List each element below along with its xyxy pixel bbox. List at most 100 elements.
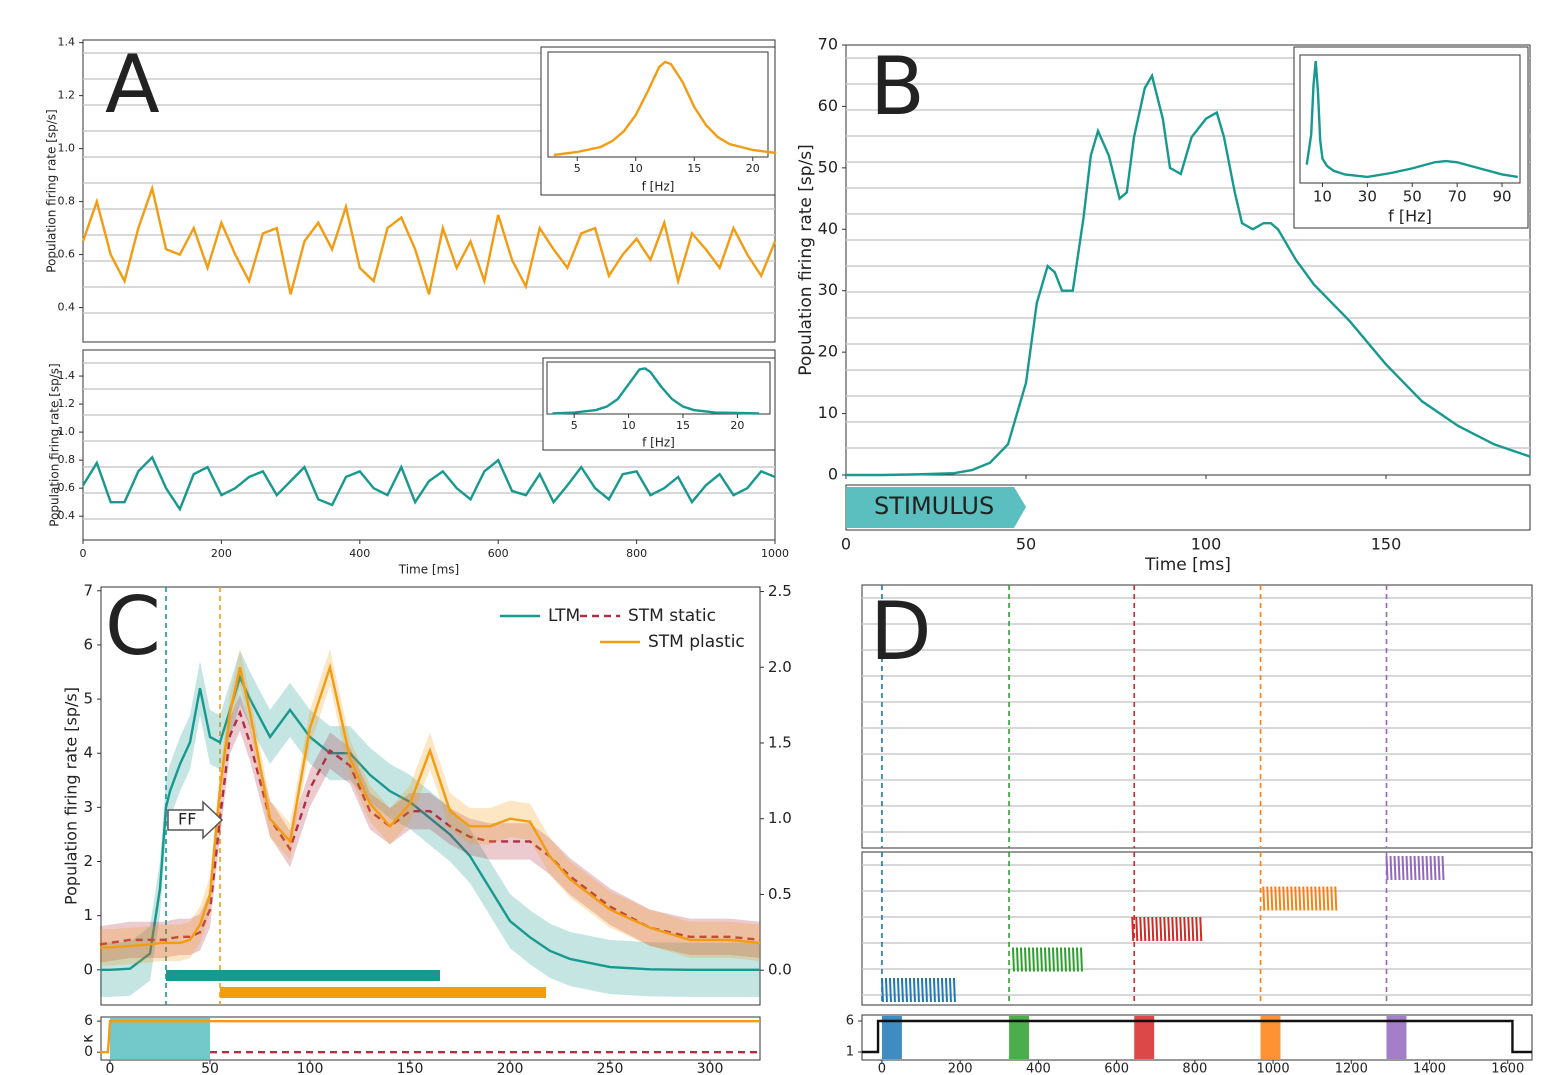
spike-tick bbox=[912, 977, 916, 1003]
x-axis-label: f [Hz] bbox=[1388, 207, 1432, 226]
spike-tick bbox=[1071, 947, 1075, 972]
spike-tick bbox=[940, 977, 944, 1003]
x-tick-label: 300 bbox=[697, 1061, 724, 1075]
y-axis-label: Population firing rate [sp/s] bbox=[796, 144, 816, 376]
y-tick-label: 40 bbox=[818, 219, 838, 238]
y-tick-label: 1.0 bbox=[58, 425, 76, 438]
y-axis-label: Population firing rate [sp/s] bbox=[45, 109, 59, 272]
y-tick-label: 1 bbox=[83, 906, 93, 924]
spike-tick bbox=[908, 977, 912, 1003]
spike-tick bbox=[1397, 855, 1401, 881]
spike-tick bbox=[944, 977, 948, 1003]
x-tick-label: 15 bbox=[676, 419, 690, 432]
spike-tick bbox=[1437, 855, 1441, 881]
response-bar bbox=[166, 970, 440, 981]
y2-tick-label: 0.0 bbox=[768, 961, 792, 979]
y-tick-label: 1.2 bbox=[58, 89, 76, 102]
annotation: FF bbox=[178, 810, 196, 829]
spike-cluster bbox=[1131, 916, 1203, 942]
spike-tick bbox=[1035, 947, 1039, 972]
x-tick-label: 100 bbox=[297, 1061, 324, 1075]
plot-frame bbox=[1299, 54, 1521, 184]
spike-tick bbox=[1131, 916, 1135, 942]
y-tick-label: 2 bbox=[83, 852, 93, 870]
x-tick-label: 20 bbox=[730, 419, 744, 432]
spread-band bbox=[100, 649, 760, 966]
legend-label: STM plastic bbox=[648, 632, 745, 652]
spike-tick bbox=[1429, 855, 1433, 881]
spike-tick bbox=[1322, 886, 1326, 911]
spike-tick bbox=[1266, 886, 1270, 911]
y-tick-label: 70 bbox=[818, 35, 838, 54]
y2-tick-label: 1.5 bbox=[768, 733, 792, 751]
x-tick-label: 50 bbox=[1016, 535, 1036, 554]
spike-tick bbox=[932, 977, 936, 1003]
y-tick-label: 0 bbox=[84, 1044, 93, 1060]
y-tick-label: 50 bbox=[818, 157, 838, 176]
spike-cluster bbox=[1385, 855, 1445, 881]
spike-tick bbox=[1433, 855, 1437, 881]
spike-tick bbox=[1421, 855, 1425, 881]
x-tick-label: 0 bbox=[878, 1062, 886, 1075]
y-tick-label: 0.8 bbox=[58, 453, 76, 466]
ff-arrow bbox=[167, 800, 224, 840]
y-tick-label: 1.4 bbox=[58, 369, 76, 382]
series-line bbox=[81, 455, 776, 512]
spike-tick bbox=[1290, 886, 1294, 911]
spike-tick bbox=[1139, 916, 1143, 942]
x-tick-label: 1000 bbox=[1257, 1062, 1290, 1075]
spike-tick bbox=[1425, 855, 1429, 881]
panel-letter: B bbox=[870, 40, 925, 133]
y-tick-label: 7 bbox=[83, 581, 93, 599]
spike-tick bbox=[952, 977, 956, 1003]
y-tick-label: 0 bbox=[83, 960, 93, 978]
x-tick-label: 1200 bbox=[1335, 1062, 1368, 1075]
spike-tick bbox=[1151, 916, 1155, 942]
y-axis-label: Population firing rate [sp/s] bbox=[48, 363, 62, 526]
y-tick-label: 4 bbox=[83, 744, 93, 762]
spike-tick bbox=[1055, 947, 1059, 972]
x-tick-label: 100 bbox=[1191, 535, 1222, 554]
spike-tick bbox=[1027, 947, 1031, 972]
spike-tick bbox=[1195, 916, 1199, 942]
spike-tick bbox=[1385, 855, 1389, 881]
series-line bbox=[81, 184, 777, 295]
spike-tick bbox=[900, 977, 904, 1003]
spike-tick bbox=[880, 977, 884, 1003]
spike-tick bbox=[1393, 855, 1397, 881]
x-tick-label: 600 bbox=[1104, 1062, 1129, 1075]
spike-tick bbox=[920, 977, 924, 1003]
x-tick-label: 5 bbox=[574, 162, 581, 175]
spike-tick bbox=[1043, 947, 1047, 972]
spike-tick bbox=[1401, 855, 1405, 881]
x-tick-label: 800 bbox=[626, 547, 647, 560]
panel-letter: C bbox=[105, 580, 161, 673]
y-tick-label: 6 bbox=[846, 1014, 854, 1029]
y-tick-label: 0 bbox=[828, 465, 838, 484]
y2-tick-label: 1.0 bbox=[768, 809, 792, 827]
series-line bbox=[99, 709, 761, 946]
x-axis-label: f [Hz] bbox=[642, 180, 675, 194]
spike-tick bbox=[1334, 886, 1338, 911]
y-tick-label: 0.4 bbox=[58, 509, 76, 522]
x-tick-label: 90 bbox=[1492, 188, 1511, 206]
panel-letter: A bbox=[105, 38, 160, 131]
spike-tick bbox=[1282, 886, 1286, 911]
panel-letter: D bbox=[870, 585, 932, 678]
spike-cluster bbox=[880, 977, 956, 1003]
y-tick-label: 20 bbox=[818, 342, 838, 361]
spike-tick bbox=[1278, 886, 1282, 911]
spike-tick bbox=[1298, 886, 1302, 911]
spike-tick bbox=[1330, 886, 1334, 911]
spike-tick bbox=[1302, 886, 1306, 911]
spike-tick bbox=[904, 977, 908, 1003]
x-tick-label: 400 bbox=[1026, 1062, 1051, 1075]
x-tick-label: 150 bbox=[397, 1061, 424, 1075]
spike-tick bbox=[1079, 947, 1083, 972]
x-tick-label: 50 bbox=[201, 1061, 219, 1075]
stimulus-shade bbox=[881, 1016, 902, 1059]
x-tick-label: 5 bbox=[571, 419, 578, 432]
y-tick-label: 6 bbox=[84, 1013, 93, 1029]
spike-tick bbox=[1135, 916, 1139, 942]
spike-tick bbox=[1441, 855, 1445, 881]
